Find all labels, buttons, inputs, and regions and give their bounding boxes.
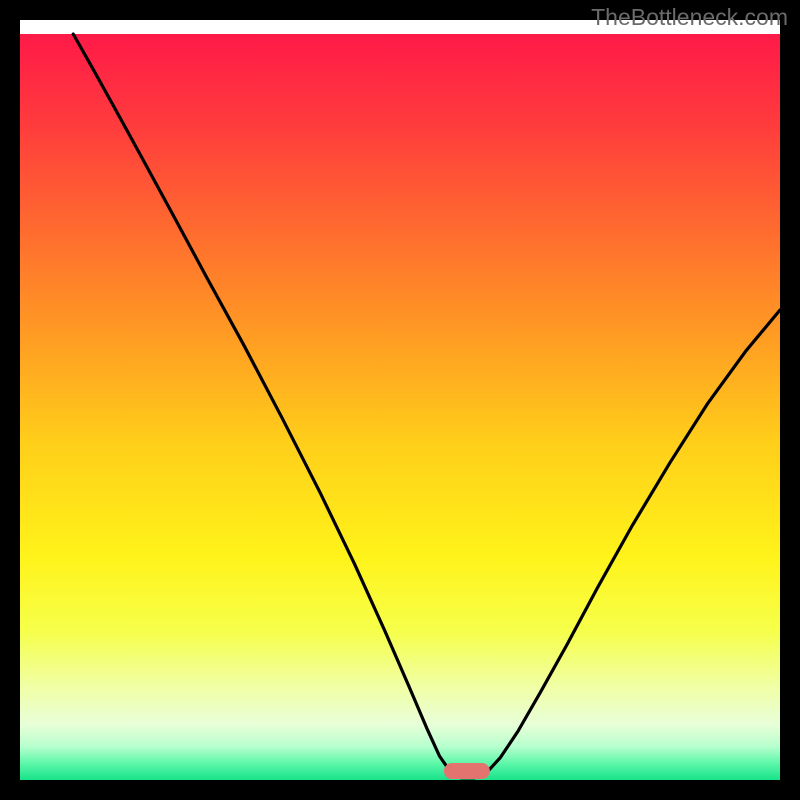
optimal-marker (444, 763, 490, 779)
chart-frame: TheBottleneck.com (0, 0, 800, 800)
bottleneck-chart (0, 0, 800, 800)
watermark-text: TheBottleneck.com (591, 4, 788, 31)
